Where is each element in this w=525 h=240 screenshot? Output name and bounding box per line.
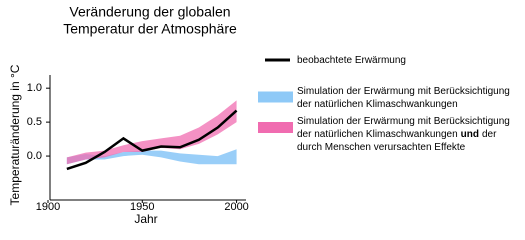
y-tick-label: 1.0 [27, 82, 42, 94]
legend-swatch [258, 91, 293, 103]
x-tick-label: 2000 [224, 201, 248, 213]
legend-text: der natürlichen Klimaschwankungen [297, 99, 458, 110]
legend-swatch [258, 122, 293, 133]
legend-label: Simulation der Erwärmung mit Berücksicht… [297, 116, 510, 127]
y-tick-label: 0.0 [27, 150, 42, 162]
legend-text: beobachtete Erwärmung [297, 55, 406, 66]
x-axis-label: Jahr [134, 212, 157, 226]
legend-label: durch Menschen verursachten Effekte [297, 142, 466, 153]
x-tick-label: 1900 [36, 201, 60, 213]
line [66, 109, 238, 171]
legend-text: der [482, 129, 497, 140]
band [66, 100, 237, 165]
y-axis-label: Temperaturänderung in °C [8, 64, 22, 205]
legend-text: durch Menschen verursachten Effekte [297, 142, 466, 153]
legend-text: der natürlichen Klimaschwankungen [297, 129, 458, 140]
legend-text: und [461, 129, 479, 140]
chart-title: Veränderung der globalen [69, 4, 230, 20]
x-tick-label: 1950 [130, 201, 154, 213]
legend-text: Simulation der Erwärmung mit Berücksicht… [297, 86, 510, 97]
y-tick-label: 0.5 [27, 116, 42, 128]
chart: Veränderung der globalen Temperatur der … [8, 4, 510, 226]
legend-text: Simulation der Erwärmung mit Berücksicht… [297, 116, 510, 127]
band [66, 149, 237, 165]
legend-label: Simulation der Erwärmung mit Berücksicht… [297, 86, 510, 97]
legend-label: der natürlichen Klimaschwankungen und der [297, 129, 497, 140]
legend-label: beobachtete Erwärmung [297, 55, 406, 66]
chart-title: Temperatur der Atmosphäre [63, 21, 237, 37]
legend-label: der natürlichen Klimaschwankungen [297, 99, 458, 110]
